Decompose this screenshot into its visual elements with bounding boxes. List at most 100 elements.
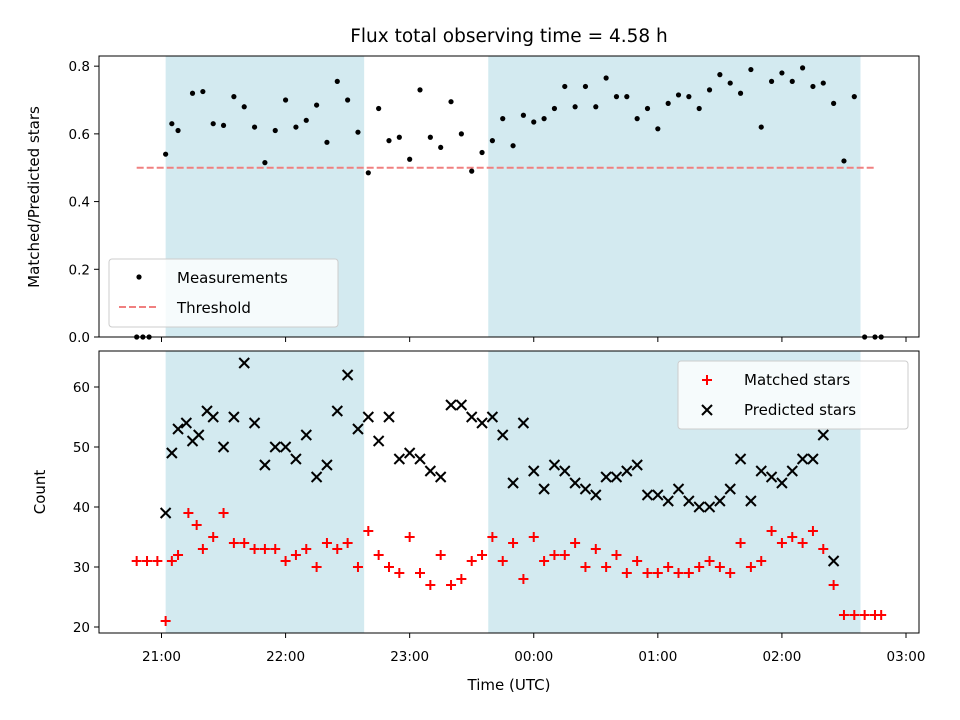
predicted-star-point [796, 453, 809, 465]
measurement-point [448, 99, 454, 105]
predicted-star-point [569, 477, 581, 489]
matched-star-point [849, 610, 860, 620]
cross-b [507, 477, 519, 489]
measurement-point [686, 94, 692, 100]
matched-star-point [290, 550, 301, 560]
matched-star-point [394, 568, 405, 578]
cross-b [701, 404, 713, 416]
predicted-star-point [466, 411, 478, 423]
cross-b [569, 477, 581, 489]
matched-star-point [528, 532, 539, 542]
predicted-star-point [486, 411, 499, 423]
predicted-star-point [693, 501, 705, 513]
measurement-point [140, 334, 146, 340]
matched-star-point [477, 550, 488, 560]
predicted-star-point [331, 405, 343, 417]
predicted-star-point [310, 471, 323, 483]
cross-b [424, 465, 437, 477]
matched-star-point [828, 580, 839, 590]
matched-star-point [735, 538, 746, 548]
predicted-star-point [734, 453, 747, 465]
cross-b [786, 465, 798, 477]
matched-star-point [280, 556, 291, 566]
matched-star-point [694, 562, 705, 572]
cross-b [414, 453, 426, 465]
predicted-star-point [662, 495, 674, 507]
measurement-point [675, 92, 682, 98]
measurement-point [665, 100, 671, 106]
predicted-star-point [193, 429, 205, 441]
cross-b [207, 411, 219, 423]
x-tick-label: 22:00 [266, 649, 305, 665]
matched-star-point [166, 556, 177, 566]
predicted-star-point [641, 489, 654, 501]
matched-star-point [342, 538, 353, 548]
measurement-point [282, 97, 289, 103]
legend-frame [108, 258, 339, 328]
cross-b [383, 411, 395, 423]
y-tick-label: 50 [73, 440, 90, 456]
measurement-point [355, 129, 361, 135]
measurement-point [510, 143, 516, 149]
x-tick-label: 03:00 [887, 649, 926, 665]
predicted-star-point [180, 417, 193, 429]
matched-star-point [301, 544, 312, 554]
measurement-point [613, 94, 620, 100]
measurement-point [169, 121, 175, 127]
matched-star-point [797, 538, 808, 548]
y-tick-label: 0.8 [69, 59, 90, 75]
predicted-star-point [610, 471, 623, 483]
matched-star-point [611, 550, 622, 560]
matched-star-point [818, 544, 829, 554]
matched-star-point [663, 562, 674, 572]
matched-star-point [142, 556, 153, 566]
y-tick-label: 30 [73, 560, 90, 576]
matched-star-point [218, 508, 229, 518]
measurement-point [438, 144, 444, 151]
matched-star-point [311, 562, 322, 572]
measurement-point [134, 334, 140, 340]
cross-b [621, 465, 633, 477]
measurement-point [407, 156, 413, 162]
matched-star-point [446, 580, 457, 590]
measurement-point [644, 105, 651, 112]
cross-b [590, 489, 602, 501]
matched-star-point [508, 538, 519, 548]
measurement-point [878, 334, 884, 340]
measurement-point [500, 116, 506, 122]
predicted-star-point [765, 471, 778, 483]
cross-b [352, 423, 364, 435]
matched-star-point [683, 568, 694, 578]
legend-marker-measurements [136, 274, 142, 280]
bottom-plot: 20 30 40 50 60 21:00 22:00 23:00 00:00 01:00 02:00… [73, 350, 926, 665]
cross-b [310, 471, 323, 483]
predicted-star-point [497, 429, 509, 441]
matched-star-point [383, 562, 394, 572]
measurement-point [820, 80, 826, 86]
measurement-point [582, 83, 589, 90]
matched-star-point [249, 544, 260, 554]
matched-star-point [601, 562, 612, 572]
measurement-point [748, 66, 754, 73]
measurement-point [365, 170, 371, 176]
cross-b [403, 447, 416, 459]
predicted-star-point [517, 417, 530, 429]
legend-label-predicted: Predicted stars [744, 401, 856, 419]
cross-b [724, 483, 736, 495]
y-tick-label: 20 [73, 620, 90, 636]
matched-star-point [714, 562, 725, 572]
predicted-star-point [207, 411, 219, 423]
plot-frame [98, 55, 920, 338]
cross-b [321, 459, 333, 471]
cross-b [217, 441, 230, 453]
cross-b [600, 471, 612, 483]
shaded-span-0 [165, 351, 365, 633]
matched-star-point [652, 568, 663, 578]
cross-b [827, 555, 840, 567]
matched-star-point [621, 568, 632, 578]
measurement-point [175, 127, 181, 134]
matched-star-point [497, 556, 508, 566]
cross-b [559, 465, 571, 477]
cross-b [372, 435, 385, 447]
cross-b [362, 411, 375, 423]
